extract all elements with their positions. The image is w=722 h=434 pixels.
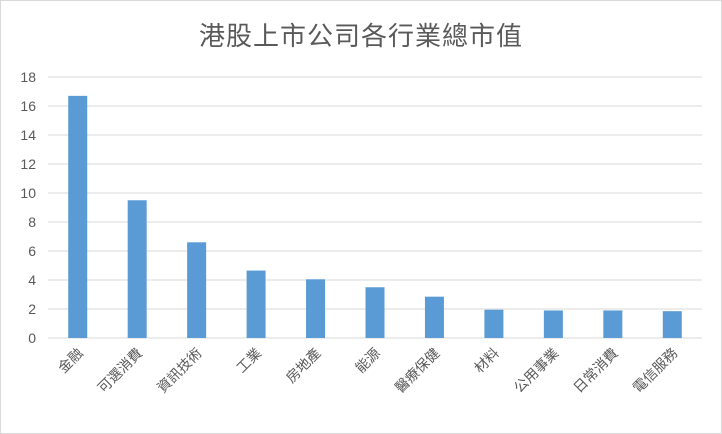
x-tick-label: 日常消費 [571,346,622,397]
x-tick-label: 材料 [472,346,503,377]
y-axis: 0 2 4 6 8 10 12 14 16 18 [20,69,36,346]
x-tick-label: 醫療保健 [392,345,444,397]
x-tick-label: 工業 [234,346,265,377]
y-tick-label: 4 [28,272,36,288]
chart-title: 港股上市公司各行業總市值 [198,22,523,52]
y-tick-label: 0 [28,330,36,346]
y-tick-label: 8 [28,214,36,230]
y-tick-label: 6 [28,243,36,259]
x-axis: 金融 可選消費 資訊技術 工業 房地產 能源 醫療保健 材料 公用事業 日常消費 電信服務 [55,345,681,397]
bar [246,270,266,338]
bar [603,310,623,338]
y-tick-label: 10 [20,185,36,201]
bar [306,279,326,338]
x-tick-label: 金融 [55,346,86,377]
x-tick-label: 電信服務 [630,346,681,397]
x-tick-label: 能源 [353,346,384,377]
y-tick-label: 2 [28,301,36,317]
x-tick-label: 公用事業 [511,346,562,397]
bar [543,310,563,338]
y-tick-label: 18 [20,69,36,85]
gridlines [48,76,702,339]
y-tick-label: 16 [20,98,36,114]
bar [365,287,385,338]
x-tick-label: 可選消費 [95,346,146,397]
x-tick-label: 房地產 [283,345,325,387]
bar [662,311,682,338]
bar [484,309,504,338]
bar [68,95,88,338]
y-tick-label: 14 [20,127,36,143]
bar [127,200,147,338]
bar [424,296,444,338]
x-tick-label: 資訊技術 [155,346,206,397]
bars [68,95,682,338]
y-tick-label: 12 [20,156,36,172]
bar [187,242,207,338]
